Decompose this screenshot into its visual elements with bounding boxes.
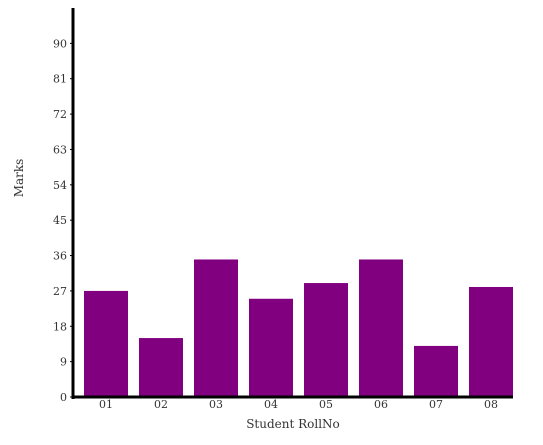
bar-04 xyxy=(249,298,293,397)
y-tick-label: 54 xyxy=(53,179,67,192)
bar-01 xyxy=(84,290,128,397)
x-axis-ticks: 01 02 03 04 05 06 07 08 xyxy=(99,398,498,411)
bar-07 xyxy=(414,345,458,397)
x-axis-title: Student RollNo xyxy=(246,417,340,431)
x-tick-label: 07 xyxy=(429,398,443,411)
y-tick-label: 63 xyxy=(53,143,67,156)
x-tick-label: 03 xyxy=(209,398,223,411)
y-axis-ticks: 0 9 18 27 36 45 54 63 72 81 90 xyxy=(53,37,73,404)
x-tick-label: 01 xyxy=(99,398,113,411)
bar-06 xyxy=(359,259,403,397)
y-tick-label: 90 xyxy=(53,37,67,50)
y-tick-label: 36 xyxy=(53,250,67,263)
bars-group xyxy=(84,259,513,397)
y-tick-label: 45 xyxy=(53,214,67,227)
y-tick-label: 81 xyxy=(53,73,67,86)
bar-02 xyxy=(139,338,183,397)
y-tick-label: 18 xyxy=(53,320,67,333)
y-tick-label: 0 xyxy=(60,391,67,404)
y-tick-label: 27 xyxy=(53,285,67,298)
y-tick-label: 9 xyxy=(60,356,67,369)
x-tick-label: 05 xyxy=(319,398,333,411)
x-tick-label: 02 xyxy=(154,398,168,411)
y-tick-label: 72 xyxy=(53,108,67,121)
bar-03 xyxy=(194,259,238,397)
x-tick-label: 06 xyxy=(374,398,388,411)
bar-08 xyxy=(469,286,513,397)
x-tick-label: 04 xyxy=(264,398,278,411)
x-tick-label: 08 xyxy=(484,398,498,411)
bar-05 xyxy=(304,283,348,397)
y-axis-title: Marks xyxy=(12,159,26,198)
